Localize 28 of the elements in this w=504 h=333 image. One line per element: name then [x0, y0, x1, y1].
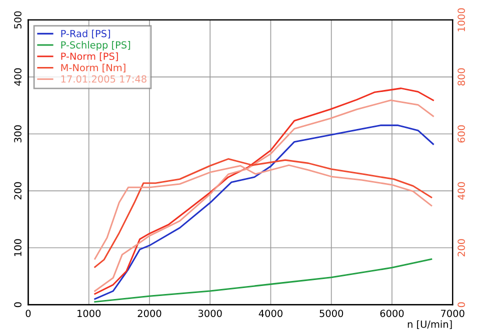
- x-tick-label: 7000: [441, 310, 464, 318]
- legend-label: P-Schlepp [PS]: [61, 41, 130, 50]
- line-series: [94, 124, 434, 300]
- y-tick-label: 0: [14, 302, 22, 308]
- x-axis-title: n [U/min]: [408, 320, 452, 330]
- x-tick-label: 6000: [380, 310, 404, 318]
- y-tick-label: 500: [14, 11, 22, 29]
- legend-label: P-Rad [PS]: [61, 30, 110, 38]
- y-tick-label: 400: [14, 68, 22, 86]
- legend-label: P-Norm [PS]: [61, 52, 118, 62]
- legend-label: 17.01.2005 17:48: [61, 75, 146, 83]
- y2-tick-label: 400: [458, 182, 465, 200]
- y-tick-label: 100: [14, 239, 22, 256]
- x-tick-label: 4000: [258, 310, 282, 318]
- y-tick-label: 200: [14, 182, 22, 200]
- y2-tick-label: 0: [458, 302, 465, 308]
- y2-tick-label: 1000: [458, 8, 465, 32]
- line-series: [94, 258, 432, 303]
- x-tick-label: 1000: [78, 310, 101, 318]
- y2-tick-label: 200: [458, 239, 465, 256]
- y2-tick-label: 600: [458, 125, 465, 142]
- y-tick-label: 300: [14, 125, 22, 142]
- x-tick-label: 0: [26, 310, 31, 318]
- y2-tick-label: 800: [458, 68, 465, 86]
- x-tick-label: 2000: [138, 310, 162, 318]
- legend-label: M-Norm [Nm]: [61, 64, 126, 72]
- x-tick-label: 5000: [320, 310, 344, 318]
- x-tick-label: 3000: [198, 310, 222, 318]
